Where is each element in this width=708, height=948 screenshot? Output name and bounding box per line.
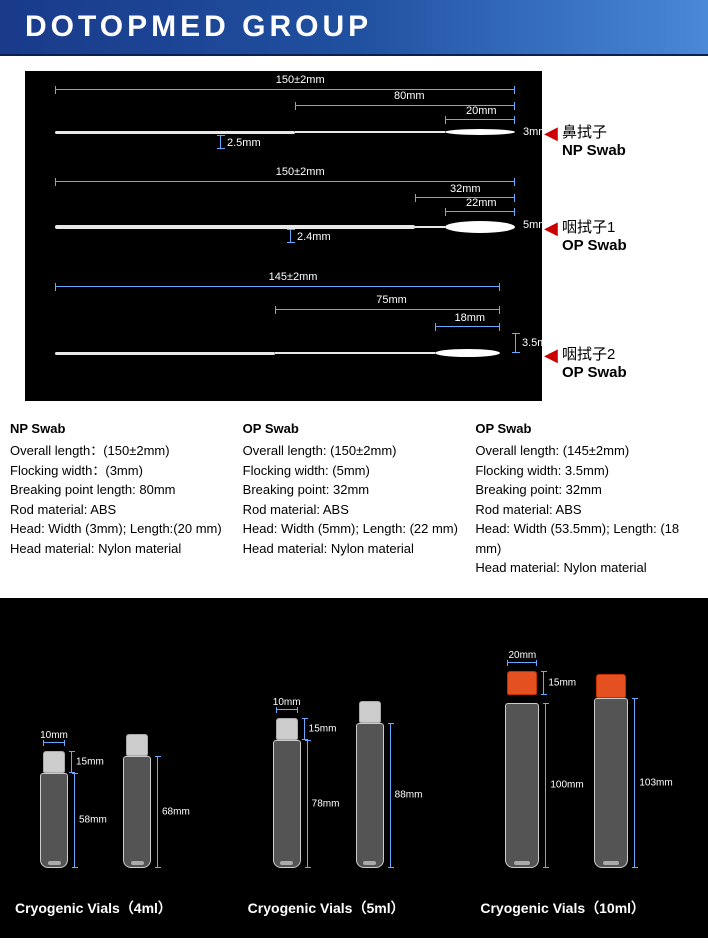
vial-model	[356, 701, 384, 868]
np-dim-shaftw: 2.5mm	[220, 135, 221, 149]
vial-dim-body-height: 103mm	[634, 698, 635, 868]
vial-stage: 78mm 10mm 15mm 88mm	[248, 628, 461, 888]
vial-dim-body-height: 100mm	[545, 703, 546, 868]
op2-dim-headlen: 18mm	[435, 326, 500, 327]
np-side-label: ◀ 鼻拭子 NP Swab	[562, 121, 626, 159]
vial-cap	[276, 718, 298, 740]
header-bar: DOTOPMED GROUP	[0, 0, 708, 56]
np-dim-overall: 150±2mm	[55, 89, 515, 90]
spec-col-np: NP Swab Overall length：(150±2mm) Flockin…	[10, 421, 233, 578]
op2-swab-model	[55, 349, 510, 357]
vial-dim-cap-height: 15mm	[543, 671, 544, 695]
vial-body	[40, 773, 68, 868]
vial-cap	[126, 734, 148, 756]
vial-body	[505, 703, 539, 868]
vials-area: 58mm 10mm 15mm 68mm Cryogenic Vials（4ml） 78mm…	[0, 598, 708, 938]
vial-group: 100mm 20mm 15mm 103mm Cryogenic Vials（10ml）	[480, 628, 693, 918]
spec-col-op1: OP Swab Overall length: (150±2mm) Flocki…	[243, 421, 466, 578]
op1-dim-headlen: 22mm	[445, 211, 515, 212]
arrow-icon: ◀	[544, 123, 558, 144]
np-swab-model	[55, 129, 525, 135]
arrow-icon: ◀	[544, 218, 558, 239]
op2-side-label: ◀ 咽拭子2 OP Swab	[562, 343, 627, 381]
op2-dim-headw: 3.5mm	[515, 333, 516, 353]
vial-caption: Cryogenic Vials（5ml）	[248, 898, 461, 918]
swab-diagram-area: 150±2mm 80mm 20mm 3mm 2.5mm 150±2mm 32mm…	[0, 56, 708, 411]
op1-dim-shaftw: 2.4mm	[290, 229, 291, 243]
vial-body	[123, 756, 151, 868]
vial-body	[594, 698, 628, 868]
vial-model	[40, 751, 68, 868]
np-dim-headlen: 20mm	[445, 119, 515, 120]
vial-group: 58mm 10mm 15mm 68mm Cryogenic Vials（4ml）	[15, 628, 228, 918]
vial-model	[594, 674, 628, 868]
vial-caption: Cryogenic Vials（4ml）	[15, 898, 228, 918]
vial-model	[273, 718, 301, 868]
vial-body	[356, 723, 384, 868]
vial-cap	[43, 751, 65, 773]
vial-dim-cap-width: 10mm	[276, 709, 298, 710]
side-labels: ◀ 鼻拭子 NP Swab ◀ 咽拭子1 OP Swab ◀ 咽拭子2 OP S…	[542, 71, 698, 401]
vial-cap	[359, 701, 381, 723]
vial-dim-cap-height: 15mm	[304, 718, 305, 740]
vial-dim-cap-width: 10mm	[43, 742, 65, 743]
vial-stage: 58mm 10mm 15mm 68mm	[15, 628, 228, 888]
swab-diagram: 150±2mm 80mm 20mm 3mm 2.5mm 150±2mm 32mm…	[25, 71, 542, 401]
vial-body	[273, 740, 301, 868]
vial-model	[505, 671, 539, 868]
op2-dim-overall: 145±2mm	[55, 286, 500, 287]
specs-row: NP Swab Overall length：(150±2mm) Flockin…	[0, 411, 708, 598]
op1-dim-break: 32mm	[415, 197, 515, 198]
op2-dim-break: 75mm	[275, 309, 500, 310]
vial-dim-body-height: 68mm	[157, 756, 158, 868]
page-title: DOTOPMED GROUP	[25, 10, 683, 44]
vial-cap	[507, 671, 537, 695]
op1-side-label: ◀ 咽拭子1 OP Swab	[562, 216, 627, 254]
vial-stage: 100mm 20mm 15mm 103mm	[480, 628, 693, 888]
vial-caption: Cryogenic Vials（10ml）	[480, 898, 693, 918]
op1-dim-overall: 150±2mm	[55, 181, 515, 182]
vial-dim-body-height: 88mm	[390, 723, 391, 868]
vial-model	[123, 734, 151, 868]
spec-col-op2: OP Swab Overall length: (145±2mm) Flocki…	[475, 421, 698, 578]
vial-dim-body-height: 58mm	[74, 773, 75, 868]
vial-dim-cap-width: 20mm	[507, 662, 537, 663]
vial-dim-body-height: 78mm	[307, 740, 308, 868]
vial-cap	[596, 674, 626, 698]
vial-group: 78mm 10mm 15mm 88mm Cryogenic Vials（5ml）	[248, 628, 461, 918]
arrow-icon: ◀	[544, 345, 558, 366]
vial-dim-cap-height: 15mm	[71, 751, 72, 773]
